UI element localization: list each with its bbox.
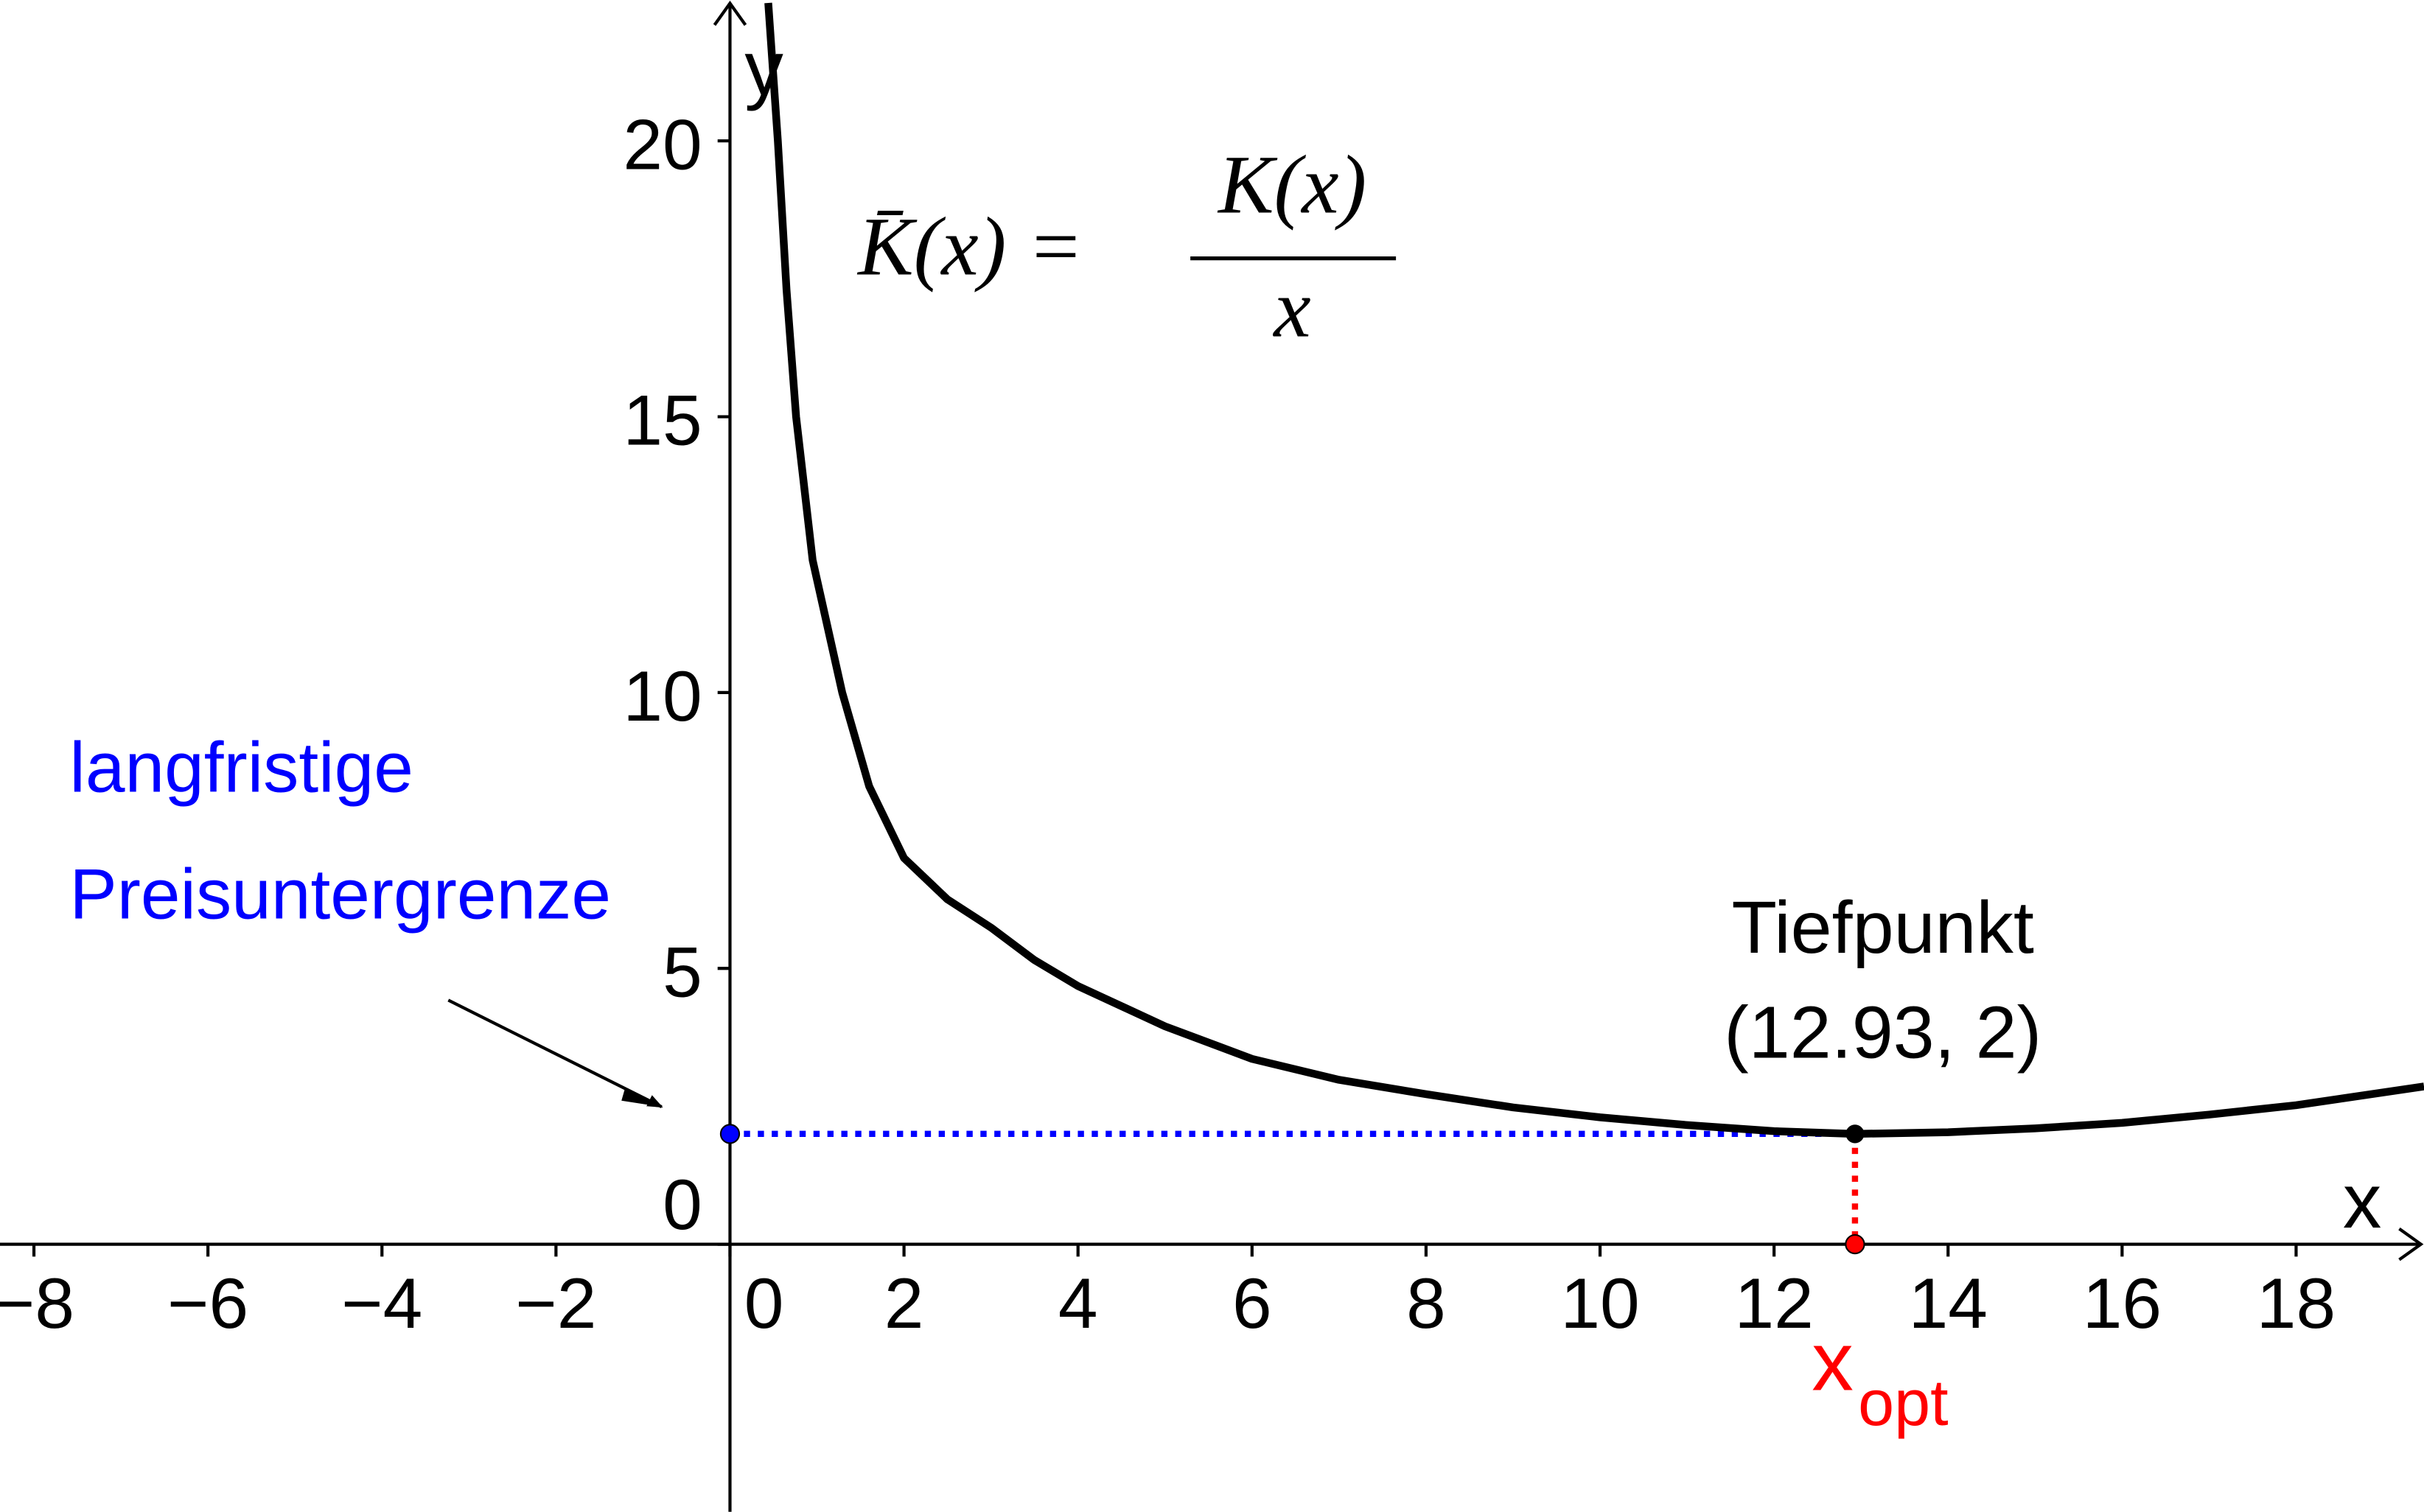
x-tick-label: −2 (515, 1264, 596, 1343)
y-tick-label: 5 (663, 933, 702, 1012)
x-tick-label: 6 (1232, 1264, 1272, 1343)
x-axis-arrow (2398, 1227, 2424, 1261)
arrow-head (621, 1090, 662, 1107)
minimum-label: (12.93, 2) (1724, 991, 2041, 1074)
x-tick-label: 16 (2083, 1264, 2162, 1343)
minimum-point (1845, 1124, 1865, 1144)
x-tick-label: 18 (2257, 1264, 2336, 1343)
x-opt-label: x (1812, 1315, 1854, 1408)
formula-lhs: K̄(x) = (856, 200, 1083, 293)
x-tick-label: −6 (167, 1264, 248, 1343)
y-tick-label: 20 (623, 105, 702, 184)
y-tick-label: 10 (623, 657, 702, 736)
x-tick-label: 2 (884, 1264, 924, 1343)
x-tick-label: 4 (1058, 1264, 1098, 1343)
x-tick-label: −8 (0, 1264, 74, 1343)
y-axis-arrow (713, 0, 747, 27)
y-tick-label: 0 (663, 1166, 702, 1245)
x-axis-label: x (2343, 1158, 2381, 1245)
minimum-label: Tiefpunkt (1731, 886, 2033, 969)
x-tick-label: −4 (341, 1264, 422, 1343)
x-tick-label: 10 (1560, 1264, 1639, 1343)
price-floor-label: langfristige (69, 729, 413, 808)
x-tick-label: 8 (1406, 1264, 1446, 1343)
price-floor-label: Preisuntergrenze (69, 855, 611, 934)
formula-numerator: K(x) (1217, 139, 1366, 231)
formula-denominator: x (1272, 262, 1310, 354)
annotation-arrow (447, 998, 663, 1109)
x-tick-label: 12 (1734, 1264, 1813, 1343)
x-opt-point (1845, 1233, 1865, 1255)
price-floor-point (719, 1124, 741, 1144)
x-tick-label: 0 (744, 1264, 784, 1343)
curve (764, 2, 2424, 1138)
x-opt-subscript: opt (1858, 1366, 1948, 1439)
y-tick-label: 15 (623, 382, 702, 461)
x-tick-label: 14 (1909, 1264, 1988, 1343)
